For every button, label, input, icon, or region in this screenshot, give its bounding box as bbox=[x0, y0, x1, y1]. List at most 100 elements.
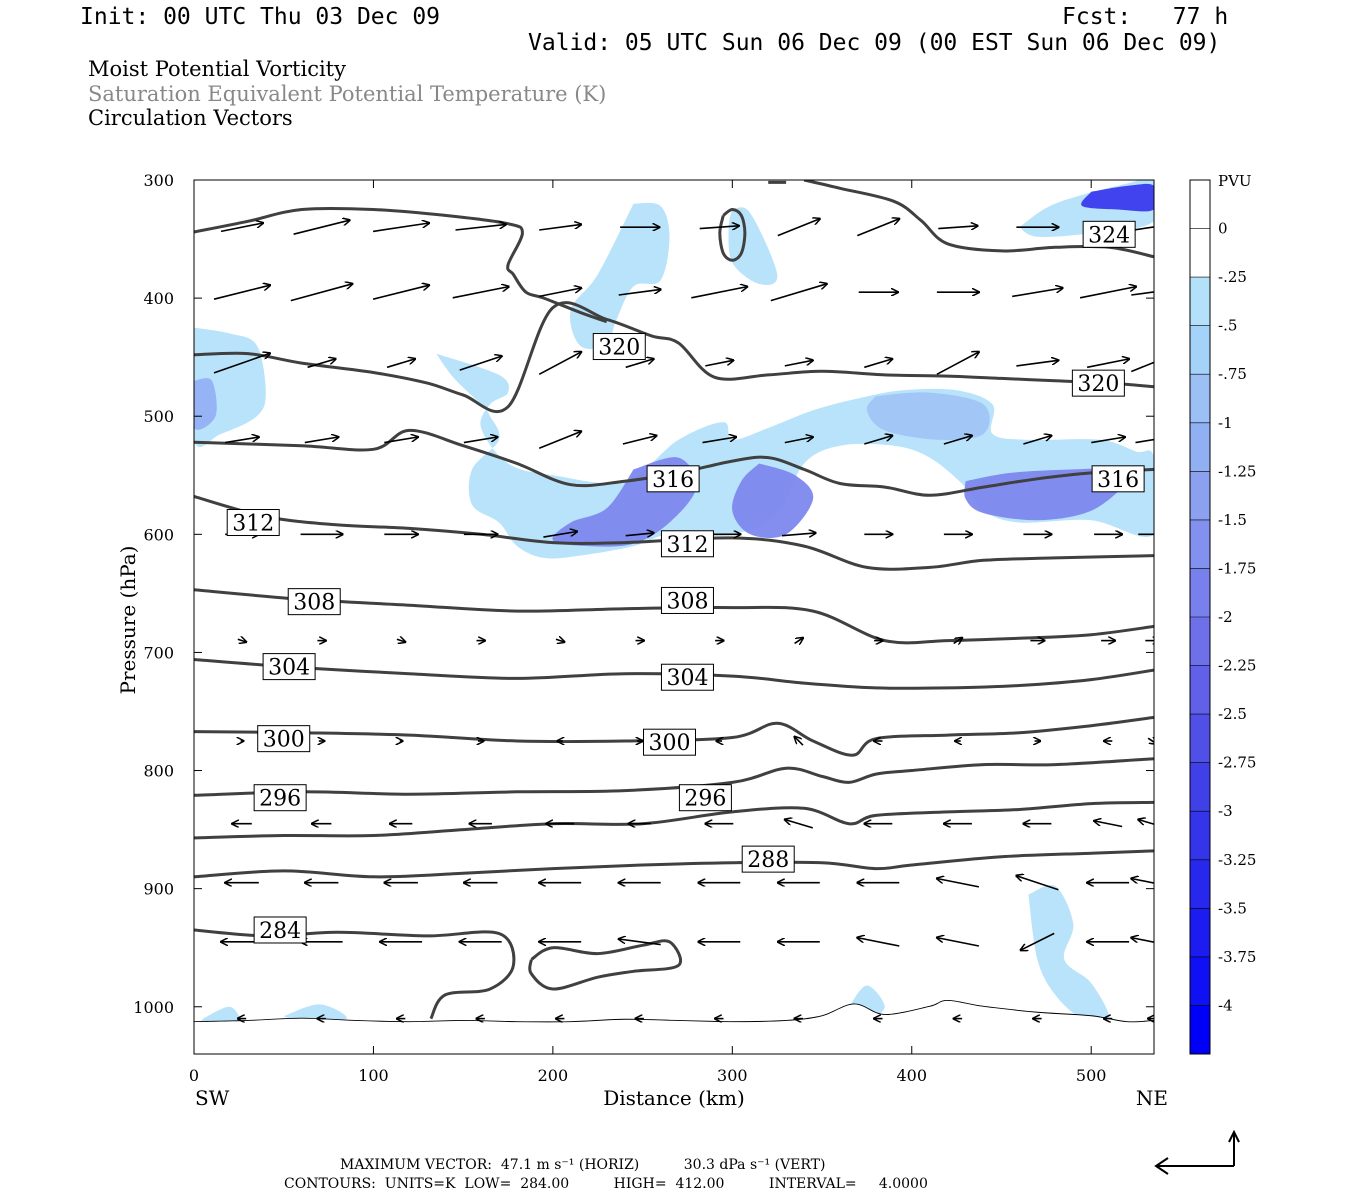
valid-time: Valid: 05 UTC Sun 06 Dec 09 (00 EST Sun … bbox=[528, 30, 1221, 56]
contour-label-box bbox=[257, 725, 311, 753]
colorbar-level-label: -.25 bbox=[1218, 268, 1247, 286]
theta-contour bbox=[194, 588, 1154, 645]
contour-label: 312 bbox=[660, 530, 714, 558]
colorbar-level-label: -.75 bbox=[1218, 365, 1247, 383]
circulation-vector bbox=[293, 220, 350, 235]
y-tick-label: 1000 bbox=[133, 998, 174, 1017]
circulation-vector bbox=[622, 436, 657, 445]
colorbar-level-label: -1.75 bbox=[1218, 559, 1256, 577]
circulation-vector bbox=[943, 436, 972, 445]
contour-label-box bbox=[1071, 369, 1125, 397]
x-tick-label: 200 bbox=[538, 1066, 569, 1085]
circulation-vector bbox=[784, 360, 813, 367]
circulation-vector bbox=[1131, 938, 1154, 943]
theta-contour bbox=[194, 658, 1154, 690]
circulation-vector bbox=[937, 879, 980, 888]
colorbar-level-label: -1 bbox=[1218, 414, 1233, 432]
circulation-vector bbox=[396, 639, 405, 642]
contour-label-text: 308 bbox=[293, 591, 335, 616]
pv-region bbox=[436, 353, 1154, 559]
contour-label: 320 bbox=[592, 333, 646, 361]
x-axis-label: Distance (km) bbox=[603, 1086, 745, 1110]
contour-label-text: 296 bbox=[259, 787, 301, 812]
reference-vector-icon bbox=[1154, 1129, 1240, 1175]
contour-label-box bbox=[592, 333, 646, 361]
circulation-vector bbox=[213, 353, 270, 374]
circulation-vector bbox=[1135, 438, 1154, 444]
contour-label-box bbox=[253, 916, 307, 944]
circulation-vector bbox=[705, 360, 733, 367]
circulation-vector bbox=[625, 359, 654, 369]
circulation-vector bbox=[1094, 821, 1123, 828]
contour-label-text: 300 bbox=[649, 731, 691, 756]
contour-label: 324 bbox=[1082, 220, 1136, 248]
pv-region bbox=[1081, 183, 1154, 212]
init-time: Init: 00 UTC Thu 03 Dec 09 bbox=[80, 4, 441, 30]
circulation-vector bbox=[538, 352, 581, 376]
contour-label: 296 bbox=[253, 784, 307, 812]
field-title-pv: Moist Potential Vorticity bbox=[88, 57, 346, 81]
x-end-left-label: SW bbox=[195, 1086, 230, 1110]
colorbar-swatch bbox=[1190, 519, 1210, 569]
colorbar-swatch bbox=[1190, 1005, 1210, 1055]
theta-contour bbox=[194, 800, 1154, 840]
contour-label-text: 296 bbox=[684, 787, 726, 812]
theta-contour bbox=[194, 928, 516, 1020]
y-tick-label: 900 bbox=[143, 880, 174, 899]
contour-label-box bbox=[1091, 465, 1145, 493]
contour-label-text: 304 bbox=[268, 656, 310, 681]
y-tick-label: 400 bbox=[143, 289, 174, 308]
contour-label-box bbox=[678, 784, 732, 812]
theta-contour bbox=[718, 207, 747, 262]
circulation-vector bbox=[220, 223, 263, 233]
colorbar-swatch bbox=[1190, 374, 1210, 424]
contour-label: 300 bbox=[643, 728, 697, 756]
circulation-vector bbox=[455, 224, 506, 231]
circulation-vector bbox=[555, 639, 564, 642]
theta-contour bbox=[194, 206, 608, 324]
contour-label-text: 312 bbox=[666, 533, 708, 558]
pv-region bbox=[728, 207, 778, 285]
circulation-vector bbox=[1147, 738, 1154, 744]
colorbar-level-label: -3.5 bbox=[1218, 899, 1247, 917]
colorbar-swatch bbox=[1190, 180, 1210, 230]
contour-label-box bbox=[660, 530, 714, 558]
contour-label-box bbox=[660, 663, 714, 691]
pv-region bbox=[1028, 885, 1110, 1023]
colorbar-level-label: -3.75 bbox=[1218, 948, 1256, 966]
colorbar-unit: PVU bbox=[1218, 172, 1252, 190]
colorbar-swatch bbox=[1190, 471, 1210, 521]
contour-label-text: 304 bbox=[666, 666, 708, 691]
contour-label: 308 bbox=[287, 588, 341, 616]
forecast-hour: Fcst: 77 h bbox=[1062, 4, 1229, 30]
circulation-vectors bbox=[213, 219, 1154, 1019]
colorbar-swatch bbox=[1190, 325, 1210, 375]
colorbar-level-label: -3.25 bbox=[1218, 851, 1256, 869]
contour-label: 312 bbox=[226, 509, 280, 537]
x-tick-label: 100 bbox=[358, 1066, 389, 1085]
theta-contour bbox=[528, 939, 682, 991]
circulation-vector bbox=[1079, 287, 1136, 299]
pv-region bbox=[964, 468, 1129, 521]
y-tick-label: 600 bbox=[143, 525, 174, 544]
circulation-vector bbox=[1138, 820, 1154, 828]
circulation-vector bbox=[795, 737, 804, 746]
colorbar-level-label: -1.5 bbox=[1218, 511, 1247, 529]
contour-label-box bbox=[226, 509, 280, 537]
circulation-vector bbox=[1131, 879, 1154, 884]
contour-label-text: 300 bbox=[263, 728, 305, 753]
pv-region bbox=[866, 392, 990, 440]
theta-contours bbox=[194, 180, 1154, 1054]
circulation-vector bbox=[1023, 436, 1051, 445]
colorbar-swatch bbox=[1190, 762, 1210, 812]
colorbar-swatch bbox=[1190, 277, 1210, 327]
pv-region bbox=[194, 378, 217, 430]
contour-label-text: 316 bbox=[652, 468, 694, 493]
x-tick-label: 0 bbox=[189, 1066, 199, 1085]
circulation-vector bbox=[1086, 359, 1129, 369]
contour-label: 320 bbox=[1071, 369, 1125, 397]
circulation-vector bbox=[857, 219, 899, 237]
circulation-vector bbox=[770, 284, 827, 302]
circulation-vector bbox=[785, 820, 814, 829]
